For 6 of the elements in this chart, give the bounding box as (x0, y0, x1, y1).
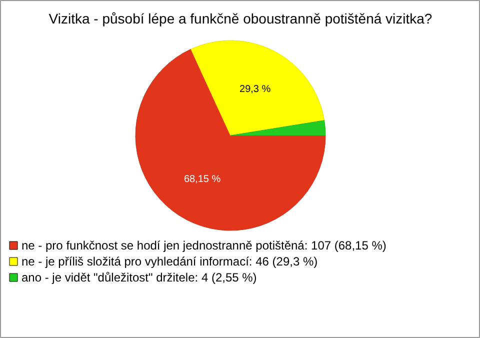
chart-title: Vizitka - působí lépe a funkčně oboustranně potištěná vizitka? (48, 10, 432, 26)
legend-label: ne - je příliš složitá pro vyhledání informací: 46 (29,3 %) (22, 254, 318, 268)
legend-label: ano - je vidět "důležitost" držitele: 4 (2,55 %) (22, 270, 257, 284)
legend-label: ne - pro funkčnost se hodí jen jednostranně potištěná: 107 (68,15 %) (22, 238, 386, 252)
data-label: 29,3 % (240, 84, 271, 95)
data-label: 68,15 % (184, 174, 221, 185)
